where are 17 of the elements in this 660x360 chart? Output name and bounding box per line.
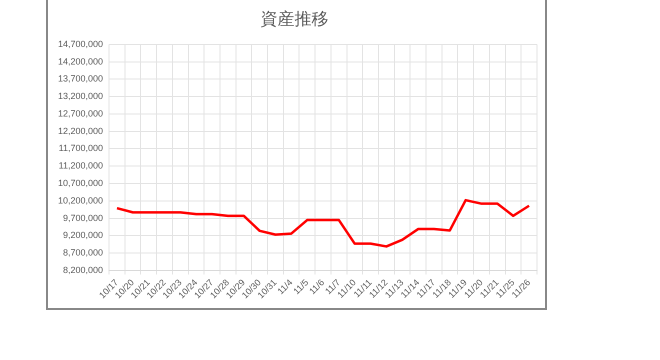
y-tick-label: 9,700,000 <box>62 212 104 223</box>
y-tick-label: 8,200,000 <box>62 264 104 275</box>
y-tick-label: 14,700,000 <box>58 38 104 49</box>
x-tick-label: 11/6 <box>307 277 326 296</box>
y-tick-label: 11,700,000 <box>58 143 104 154</box>
y-tick-label: 13,200,000 <box>58 91 104 102</box>
y-tick-label: 8,700,000 <box>62 248 104 258</box>
chart-title: 資産推移 <box>260 10 328 30</box>
y-tick-label: 12,200,000 <box>58 126 104 136</box>
y-tick-label: 10,200,000 <box>58 195 104 206</box>
x-tick-label: 11/4 <box>276 277 294 296</box>
y-tick-label: 11,200,000 <box>58 160 104 171</box>
y-tick-label: 14,200,000 <box>58 56 104 66</box>
y-tick-label: 12,700,000 <box>58 108 104 118</box>
y-tick-label: 13,700,000 <box>58 74 104 84</box>
y-tick-label: 9,200,000 <box>62 230 104 240</box>
y-tick-label: 10,700,000 <box>58 178 104 188</box>
